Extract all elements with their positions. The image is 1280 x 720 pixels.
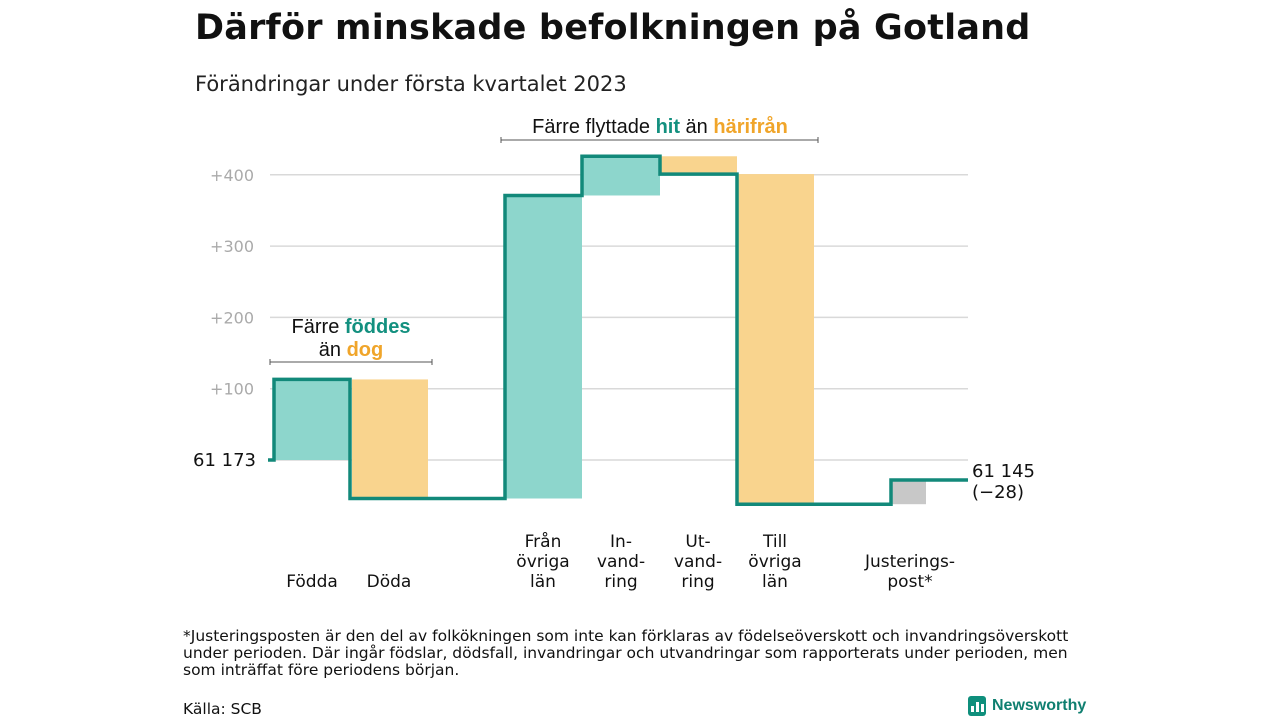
category-label-line: Justerings- [864, 552, 956, 572]
waterfall-bar [274, 379, 350, 460]
end-change-label: (−28) [972, 482, 1024, 503]
waterfall-bar [737, 174, 814, 505]
waterfall-bar [505, 195, 582, 499]
end-value-label: 61 145 [972, 461, 1035, 482]
category-label: Födda [252, 572, 372, 592]
category-label: In-vand-ring [561, 532, 681, 592]
category-label-line: Döda [366, 572, 412, 592]
waterfall-bar [352, 379, 428, 499]
annotation-births-deaths: Färre föddes än dog [291, 316, 411, 361]
y-tick-label: +300 [210, 237, 254, 256]
category-label-line: övriga [516, 552, 570, 572]
footnote: *Justeringsposten är den del av folkökni… [183, 627, 1069, 679]
waterfall-bar [582, 156, 660, 196]
category-label-line: län [762, 572, 788, 592]
y-tick-label: +200 [210, 308, 254, 327]
category-label-line: län [530, 572, 556, 592]
source: Källa: SCB [183, 700, 262, 718]
annotation-migration: Färre flyttade hit än härifrån [532, 116, 788, 138]
category-label-line: In- [610, 532, 632, 552]
newsworthy-icon [968, 696, 986, 716]
category-label-line: Från [524, 532, 562, 552]
waterfall-bar [891, 479, 926, 505]
category-label: Justerings-post* [850, 552, 970, 592]
category-label-line: ring [681, 572, 715, 592]
cumulative-line [268, 154, 968, 506]
category-label: Ut-vand-ring [638, 532, 758, 592]
y-tick-label: +400 [210, 166, 254, 185]
brand-logo: Newsworthy [968, 696, 1086, 716]
waterfall-bar [660, 156, 737, 175]
category-label: Till övriga län [715, 532, 835, 592]
chart-subtitle: Förändringar under första kvartalet 2023 [195, 72, 627, 96]
category-label-line: Födda [286, 572, 338, 592]
category-label-line: post* [887, 572, 933, 592]
category-label-line: Till [762, 532, 788, 552]
category-label: Döda [329, 572, 449, 592]
category-label-line: övriga [748, 552, 802, 572]
chart-title: Därför minskade befolkningen på Gotland [195, 8, 1031, 48]
start-value-label: 61 173 [193, 450, 256, 471]
brand-name: Newsworthy [992, 697, 1087, 714]
category-label-line: vand- [596, 552, 646, 572]
category-label: Från övriga län [483, 532, 603, 592]
category-label-line: Ut- [685, 532, 711, 552]
category-label-line: ring [604, 572, 638, 592]
category-label-line: vand- [673, 552, 723, 572]
y-tick-label: +100 [210, 380, 254, 399]
